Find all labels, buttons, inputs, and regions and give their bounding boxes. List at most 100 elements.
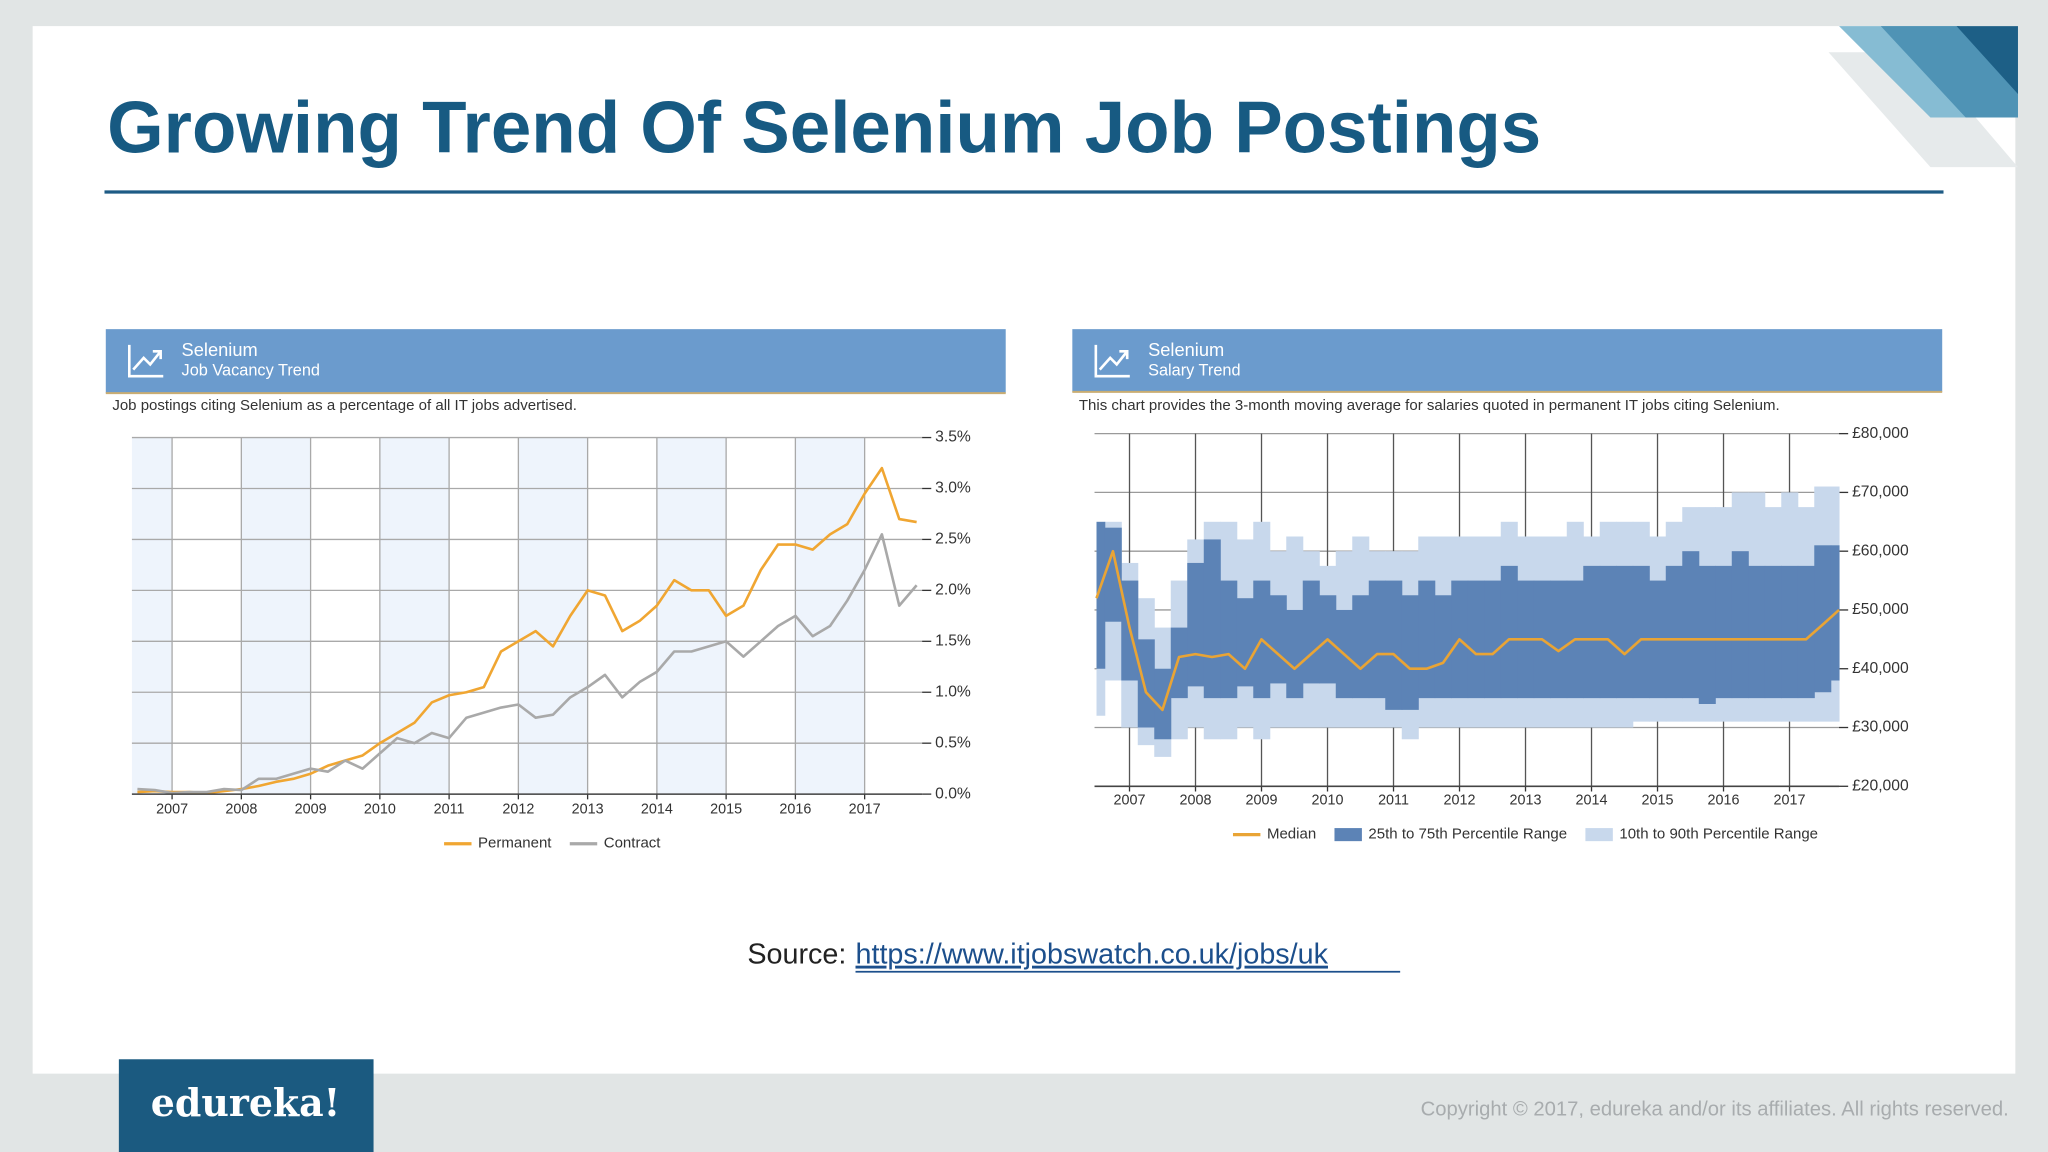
range-band [1748, 565, 1766, 699]
range-band [1434, 595, 1452, 699]
x-tick-label: 2017 [849, 802, 881, 818]
logo-box [118, 1059, 374, 1152]
chart-header [105, 329, 1006, 394]
range-band [1187, 562, 1205, 687]
range-band [1500, 565, 1518, 699]
range-band [1154, 668, 1172, 740]
y-tick-label: £80,000 [1852, 425, 1909, 442]
range-band [1550, 580, 1568, 699]
logo: edureka! [151, 1080, 341, 1125]
range-band [1467, 580, 1485, 699]
year-shading [656, 437, 727, 795]
decor-shape [1956, 26, 2018, 95]
x-tick-label: 2012 [502, 802, 534, 818]
range-band [1104, 527, 1122, 622]
legend-label: 10th to 90th Percentile Range [1619, 826, 1818, 843]
x-tick-label: 2009 [295, 802, 327, 818]
range-band [1781, 565, 1799, 699]
x-tick-label: 2008 [225, 802, 257, 818]
y-tick-label: £40,000 [1852, 660, 1909, 677]
x-tick-label: 2011 [1378, 792, 1409, 808]
y-tick-label: £70,000 [1852, 484, 1909, 501]
year-shading [241, 437, 311, 795]
x-tick-label: 2016 [1708, 792, 1740, 808]
x-tick-label: 2007 [1114, 792, 1146, 808]
plot-data [137, 466, 918, 795]
legend-label: Contract [604, 835, 662, 852]
range-band [1302, 580, 1320, 684]
range-band [1286, 609, 1304, 699]
x-tick-label: 2010 [364, 802, 396, 818]
chart-header [1072, 329, 1943, 392]
plot-data [1095, 486, 1840, 757]
range-band [1096, 521, 1106, 669]
legend-label: Median [1267, 826, 1316, 843]
header-icon [127, 344, 164, 378]
y-tick-label: 2.0% [935, 582, 971, 599]
source-link[interactable]: https://www.itjobswatch.co.uk/jobs/uk [856, 939, 1329, 971]
chart-description: Job postings citing Selenium as a percen… [112, 397, 577, 414]
range-band [1715, 565, 1733, 699]
x-tick-label: 2010 [1312, 792, 1344, 808]
chart-subtitle: Salary Trend [1148, 361, 1240, 379]
x-tick-label: 2014 [641, 802, 673, 818]
x-tick-label: 2017 [1774, 792, 1806, 808]
y-tick-label: 0.0% [935, 785, 971, 802]
range-band [1220, 580, 1238, 699]
legend-label: 25th to 75th Percentile Range [1368, 826, 1567, 843]
header-icon [1094, 344, 1130, 378]
range-band [1418, 580, 1436, 699]
x-tick-label: 2007 [156, 802, 188, 818]
y-tick-label: 2.5% [935, 531, 971, 548]
x-tick-label: 2008 [1180, 792, 1212, 808]
x-tick-label: 2016 [779, 802, 811, 818]
range-band [1814, 545, 1832, 693]
range-band [1385, 580, 1403, 710]
range-band [1368, 580, 1386, 699]
range-band [1484, 580, 1502, 699]
year-shading [131, 437, 173, 795]
copyright: Copyright © 2017, edureka and/or its aff… [1421, 1099, 2009, 1121]
range-band [1682, 551, 1700, 699]
x-tick-label: 2015 [1642, 792, 1674, 808]
series-line [1095, 549, 1840, 712]
year-shading [518, 437, 588, 795]
chart-title: Selenium [1148, 339, 1224, 360]
range-band [1599, 565, 1617, 699]
range-band [1797, 565, 1815, 699]
range-band [1170, 627, 1188, 699]
x-tick-label: 2013 [572, 802, 604, 818]
slide-title: Growing Trend Of Selenium Job Postings [107, 88, 1541, 169]
series-line [137, 533, 918, 795]
range-band [1764, 565, 1782, 699]
chart-subtitle: Job Vacancy Trend [182, 361, 320, 379]
y-tick-label: 3.0% [935, 480, 971, 497]
range-band [1698, 565, 1716, 704]
range-band [1269, 595, 1287, 684]
chart-title: Selenium [182, 339, 258, 360]
x-tick-label: 2009 [1246, 792, 1278, 808]
range-band [1731, 551, 1749, 699]
y-tick-label: 1.5% [935, 632, 971, 649]
x-tick-label: 2015 [710, 802, 742, 818]
x-tick-label: 2013 [1510, 792, 1542, 808]
range-band [1352, 595, 1370, 699]
year-shading [795, 437, 865, 795]
range-band [1616, 565, 1634, 699]
source-label: Source: [747, 939, 846, 971]
y-tick-label: £60,000 [1852, 542, 1909, 559]
y-tick-label: 3.5% [935, 429, 971, 446]
y-tick-label: £50,000 [1852, 601, 1909, 618]
y-tick-label: 0.5% [935, 734, 971, 751]
year-shading [379, 437, 450, 795]
series-line [137, 466, 917, 795]
y-tick-label: £30,000 [1852, 719, 1909, 736]
x-tick-label: 2012 [1444, 792, 1476, 808]
range-band [1632, 565, 1650, 699]
legend-swatch [1334, 828, 1362, 842]
legend-label: Permanent [478, 835, 552, 852]
range-band [1665, 565, 1683, 699]
